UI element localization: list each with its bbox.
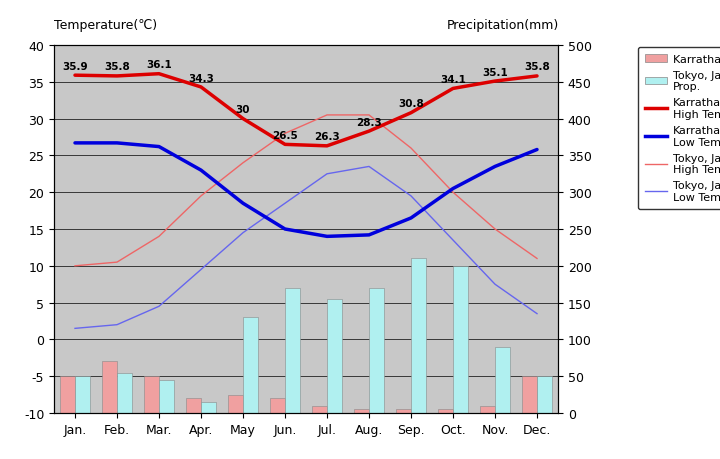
Bar <box>312 406 327 413</box>
Bar <box>102 362 117 413</box>
Bar <box>438 409 453 413</box>
Bar <box>453 266 468 413</box>
Text: 28.3: 28.3 <box>356 118 382 128</box>
Text: 26.5: 26.5 <box>272 131 298 140</box>
Bar <box>270 398 285 413</box>
Bar <box>75 376 90 413</box>
Text: 34.3: 34.3 <box>188 73 214 84</box>
Bar <box>243 318 258 413</box>
Bar <box>480 406 495 413</box>
Bar <box>144 376 159 413</box>
Text: 35.8: 35.8 <box>104 62 130 73</box>
Bar <box>327 299 342 413</box>
Text: 36.1: 36.1 <box>146 60 172 70</box>
Bar <box>285 288 300 413</box>
Text: 34.1: 34.1 <box>440 75 466 85</box>
Bar <box>495 347 510 413</box>
Legend: Karratha Prop., Tokyo, Japan
Prop., Karratha
High Temp., Karratha
Low Temp., Tok: Karratha Prop., Tokyo, Japan Prop., Karr… <box>638 48 720 209</box>
Bar <box>60 376 75 413</box>
Text: 26.3: 26.3 <box>314 132 340 142</box>
Bar <box>411 259 426 413</box>
Bar <box>369 288 384 413</box>
Text: Temperature(℃): Temperature(℃) <box>54 19 157 32</box>
Bar <box>228 395 243 413</box>
Bar <box>354 409 369 413</box>
Bar <box>117 373 132 413</box>
Text: 35.1: 35.1 <box>482 67 508 78</box>
Bar <box>201 402 216 413</box>
Bar <box>537 376 552 413</box>
Text: 35.9: 35.9 <box>62 62 88 72</box>
Bar <box>159 380 174 413</box>
Bar <box>522 376 537 413</box>
Text: 30: 30 <box>235 105 251 115</box>
Text: 35.8: 35.8 <box>524 62 550 73</box>
Text: 30.8: 30.8 <box>398 99 424 109</box>
Text: Precipitation(mm): Precipitation(mm) <box>446 19 559 32</box>
Bar <box>396 409 411 413</box>
Bar <box>186 398 201 413</box>
